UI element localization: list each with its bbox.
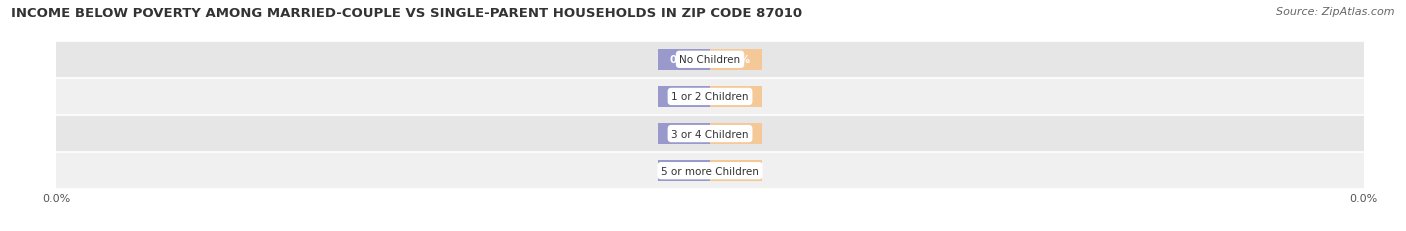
Bar xyxy=(710,124,762,144)
Text: 0.0%: 0.0% xyxy=(721,92,751,102)
Text: 5 or more Children: 5 or more Children xyxy=(661,166,759,176)
Bar xyxy=(56,152,1364,189)
Text: 0.0%: 0.0% xyxy=(721,166,751,176)
Bar xyxy=(710,50,762,70)
Text: 0.0%: 0.0% xyxy=(721,129,751,139)
Text: 0.0%: 0.0% xyxy=(669,92,699,102)
Bar xyxy=(710,161,762,181)
Text: 1 or 2 Children: 1 or 2 Children xyxy=(671,92,749,102)
Text: No Children: No Children xyxy=(679,55,741,65)
Text: 0.0%: 0.0% xyxy=(669,129,699,139)
Text: INCOME BELOW POVERTY AMONG MARRIED-COUPLE VS SINGLE-PARENT HOUSEHOLDS IN ZIP COD: INCOME BELOW POVERTY AMONG MARRIED-COUPL… xyxy=(11,7,803,20)
Text: 0.0%: 0.0% xyxy=(669,166,699,176)
Bar xyxy=(658,87,710,107)
Bar xyxy=(710,87,762,107)
Bar xyxy=(56,79,1364,116)
Text: Source: ZipAtlas.com: Source: ZipAtlas.com xyxy=(1277,7,1395,17)
Bar xyxy=(658,161,710,181)
Bar xyxy=(658,124,710,144)
Bar xyxy=(56,42,1364,79)
Text: 0.0%: 0.0% xyxy=(721,55,751,65)
Bar xyxy=(658,50,710,70)
Text: 3 or 4 Children: 3 or 4 Children xyxy=(671,129,749,139)
Bar xyxy=(56,116,1364,152)
Text: 0.0%: 0.0% xyxy=(669,55,699,65)
